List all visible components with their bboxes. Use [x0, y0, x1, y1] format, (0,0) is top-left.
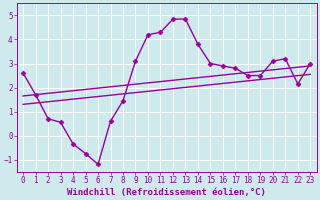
X-axis label: Windchill (Refroidissement éolien,°C): Windchill (Refroidissement éolien,°C) — [67, 188, 266, 197]
